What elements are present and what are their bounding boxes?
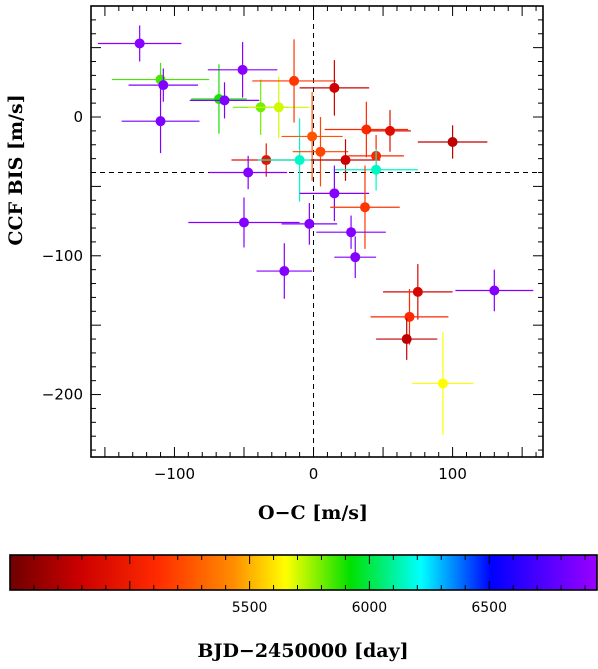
data-point bbox=[316, 215, 386, 249]
point-marker bbox=[134, 38, 145, 49]
data-point bbox=[281, 203, 338, 245]
point-marker bbox=[346, 227, 357, 238]
point-marker bbox=[489, 285, 500, 296]
point-marker bbox=[243, 167, 254, 178]
data-point bbox=[209, 155, 288, 190]
axes: −100 0 100 0 −100 −200 bbox=[42, 5, 544, 483]
colorbar-gradient bbox=[9, 554, 598, 591]
colorbar-tick-label: 6500 bbox=[471, 600, 507, 616]
data-point bbox=[324, 101, 409, 158]
data-point bbox=[97, 25, 182, 62]
data-point bbox=[310, 139, 381, 181]
point-marker bbox=[279, 266, 290, 277]
point-marker bbox=[219, 95, 230, 106]
point-marker bbox=[359, 202, 370, 213]
point-marker bbox=[307, 131, 318, 142]
point-marker bbox=[158, 80, 169, 91]
point-marker bbox=[304, 218, 315, 229]
point-marker bbox=[329, 82, 340, 93]
point-marker bbox=[294, 155, 305, 166]
data-point bbox=[188, 197, 300, 248]
y-tick-label: 0 bbox=[73, 108, 83, 126]
point-marker bbox=[155, 116, 166, 127]
point-marker bbox=[361, 124, 372, 135]
point-marker bbox=[273, 102, 284, 113]
data-point bbox=[252, 39, 336, 123]
colorbar: 5500 6000 6500 bbox=[9, 554, 598, 616]
y-axis-label: CCF BIS [m/s] bbox=[5, 94, 27, 245]
point-marker bbox=[404, 311, 415, 322]
y-tick-label: −200 bbox=[42, 386, 83, 404]
point-marker bbox=[412, 286, 423, 297]
data-point bbox=[191, 64, 247, 134]
data-point bbox=[207, 42, 278, 98]
x-tick-label: −100 bbox=[154, 465, 195, 483]
data-point bbox=[299, 165, 370, 222]
point-marker bbox=[371, 164, 382, 175]
data-point bbox=[128, 68, 199, 102]
data-point bbox=[455, 269, 534, 312]
point-marker bbox=[437, 378, 448, 389]
x-axis-label: O−C [m/s] bbox=[258, 502, 368, 524]
data-point bbox=[334, 236, 377, 278]
data-point bbox=[334, 148, 418, 191]
data-point bbox=[376, 318, 438, 360]
data-point bbox=[256, 243, 313, 299]
plot-frame bbox=[90, 5, 544, 458]
point-marker bbox=[401, 334, 412, 345]
data-point bbox=[412, 332, 474, 435]
data-point bbox=[121, 89, 200, 154]
colorbar-tick-label: 5500 bbox=[232, 600, 268, 616]
point-marker bbox=[350, 252, 361, 263]
data-point bbox=[369, 110, 411, 152]
point-marker bbox=[447, 136, 458, 147]
x-tick-label: 0 bbox=[309, 465, 319, 483]
data-point bbox=[383, 264, 453, 320]
point-marker bbox=[329, 188, 340, 199]
point-marker bbox=[237, 64, 248, 75]
colorbar-label: BJD−2450000 [day] bbox=[197, 640, 408, 662]
data-point bbox=[248, 76, 310, 138]
data-point bbox=[292, 117, 349, 187]
point-marker bbox=[238, 217, 249, 228]
x-tick-label: 100 bbox=[438, 465, 467, 483]
point-marker bbox=[340, 155, 351, 166]
plot-area bbox=[91, 6, 543, 457]
y-tick-label: −100 bbox=[42, 247, 83, 265]
data-point bbox=[299, 60, 370, 116]
data-point bbox=[417, 125, 488, 159]
point-marker bbox=[289, 75, 300, 86]
data-point bbox=[189, 82, 260, 119]
data-point bbox=[281, 92, 343, 181]
point-marker bbox=[315, 146, 326, 157]
colorbar-tick-label: 6000 bbox=[352, 600, 388, 616]
data-point bbox=[330, 165, 400, 249]
point-marker bbox=[385, 125, 396, 136]
